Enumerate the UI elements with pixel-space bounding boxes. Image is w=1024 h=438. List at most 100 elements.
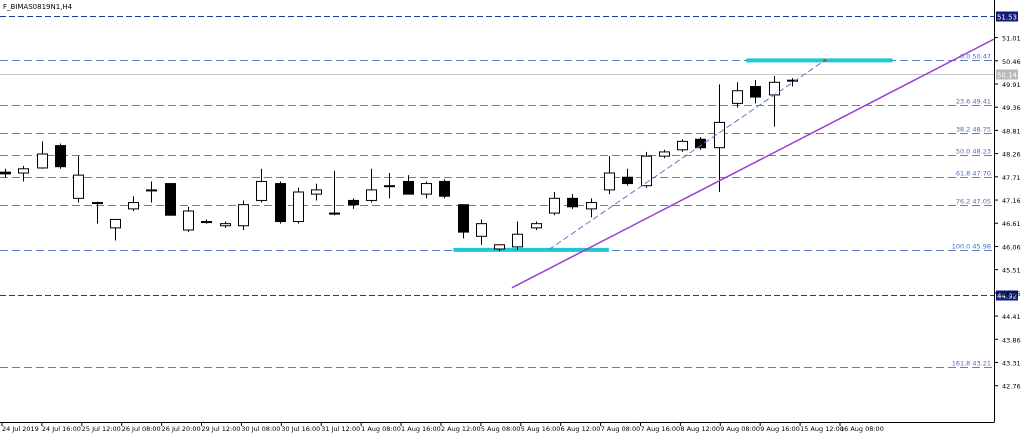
candle bbox=[220, 221, 231, 228]
candle bbox=[110, 218, 121, 241]
candle bbox=[311, 183, 322, 201]
candle bbox=[348, 198, 359, 209]
time-tick-label: 9 Aug 16:00 bbox=[760, 425, 800, 433]
time-tick-label: 5 Aug 08:00 bbox=[481, 425, 521, 433]
candle bbox=[622, 168, 633, 186]
candle-body-bull bbox=[201, 221, 212, 224]
candles bbox=[0, 75, 798, 252]
candle bbox=[238, 200, 249, 230]
symbol-title: F_BIMAS0819N1,H4 bbox=[3, 3, 73, 11]
candle bbox=[384, 173, 395, 199]
candle bbox=[695, 137, 706, 150]
candle bbox=[92, 201, 103, 224]
candle-body-bull bbox=[92, 202, 103, 205]
key-level-price-tag bbox=[996, 11, 1018, 22]
fib-connector-line bbox=[548, 59, 826, 251]
candle-body-bull bbox=[714, 121, 725, 149]
candle-body-bull bbox=[384, 185, 395, 188]
candle-body-bull bbox=[18, 168, 29, 174]
candle bbox=[55, 143, 66, 169]
fib-level-label: 100.0 45.98 bbox=[952, 243, 991, 251]
candle-body-bull bbox=[421, 183, 432, 195]
time-tick-label: 30 Jul 08:00 bbox=[241, 425, 280, 433]
candle bbox=[549, 192, 560, 216]
fib-level-label: 61.8 47.70 bbox=[956, 170, 991, 178]
candle bbox=[37, 141, 48, 169]
candle bbox=[275, 181, 286, 224]
drawings bbox=[511, 38, 995, 289]
price-tick-label: 45.51 bbox=[1002, 267, 1021, 275]
time-tick-label: 1 Aug 16:00 bbox=[401, 425, 441, 433]
fib-level-label: 76.2 47.05 bbox=[956, 198, 991, 206]
fib-level-label: 38.2 48.75 bbox=[956, 126, 991, 134]
candle-body-bull bbox=[329, 212, 340, 215]
candle-body-bull bbox=[146, 189, 157, 192]
candle-body-bear bbox=[165, 183, 176, 216]
price-tick-label: 47.71 bbox=[1002, 174, 1021, 182]
candle-body-bull bbox=[494, 244, 505, 250]
support-resistance-zones bbox=[453, 58, 893, 252]
candle bbox=[476, 219, 487, 245]
candle bbox=[256, 168, 267, 203]
candle bbox=[512, 221, 523, 250]
candle-body-bull bbox=[604, 172, 615, 191]
candle-body-bear bbox=[695, 138, 706, 149]
candle bbox=[787, 78, 798, 87]
time-tick-label: 29 Jul 12:00 bbox=[202, 425, 241, 433]
candle bbox=[567, 194, 578, 209]
candle bbox=[732, 82, 743, 108]
candle bbox=[146, 181, 157, 203]
candle-body-bear bbox=[439, 180, 450, 197]
fib-level-label: 50.0 48.23 bbox=[956, 148, 991, 156]
candle bbox=[128, 196, 139, 211]
price-tick-label: 50.46 bbox=[1002, 58, 1021, 66]
time-tick-label: 24 Jul 16:00 bbox=[42, 425, 81, 433]
time-tick-label: 26 Jul 20:00 bbox=[162, 425, 201, 433]
price-tick-label: 49.91 bbox=[1002, 81, 1021, 89]
time-tick-label: 2 Aug 12:00 bbox=[441, 425, 481, 433]
plot-area bbox=[0, 0, 994, 422]
key-level-price-tag bbox=[996, 290, 1018, 301]
candle bbox=[421, 181, 432, 199]
candle-body-bull bbox=[293, 191, 304, 223]
time-tick-label: 26 Jul 08:00 bbox=[122, 425, 161, 433]
price-tick-label: 44.96 bbox=[1002, 290, 1021, 298]
candle-body-bear bbox=[403, 180, 414, 195]
candle-body-bull bbox=[659, 151, 670, 157]
price-tick-label: 46.06 bbox=[1002, 243, 1021, 251]
price-tick-label: 51.01 bbox=[1002, 35, 1021, 43]
current-price-label: 50.14 bbox=[997, 72, 1018, 80]
candle-body-bull bbox=[110, 218, 121, 229]
price-tick-label: 49.36 bbox=[1002, 104, 1021, 112]
candle bbox=[403, 175, 414, 195]
time-tick-label: 30 Jul 16:00 bbox=[281, 425, 320, 433]
time-axis: 24 Jul 2019 24 Jul 16:00 25 Jul 12:00 26 Ju… bbox=[1, 422, 884, 433]
candle-body-bear bbox=[622, 176, 633, 185]
candle-body-bull bbox=[769, 81, 780, 96]
candle bbox=[439, 179, 450, 199]
price-tick-label: 44.41 bbox=[1002, 313, 1021, 321]
candle bbox=[659, 149, 670, 159]
candle-body-bull bbox=[238, 204, 249, 227]
current-price-tag bbox=[996, 69, 1018, 80]
candle bbox=[165, 183, 176, 216]
time-tick-label: 7 Aug 08:00 bbox=[601, 425, 641, 433]
fib-anchor-point bbox=[823, 58, 827, 62]
time-tick-label: 31 Jul 12:00 bbox=[321, 425, 360, 433]
fib-level-label: 161.8 43.21 bbox=[952, 360, 991, 368]
time-tick-label: 15 Aug 12:00 bbox=[800, 425, 844, 433]
time-tick-label: 24 Jul 2019 bbox=[2, 425, 39, 433]
candle bbox=[201, 219, 212, 224]
candle-body-bear bbox=[348, 199, 359, 206]
price-tick-label: 43.86 bbox=[1002, 336, 1021, 344]
fib-level-label: 23.6 49.41 bbox=[956, 98, 991, 106]
candle bbox=[329, 170, 340, 216]
fib-level-label: 0.0 50.47 bbox=[960, 53, 991, 61]
candle-body-bull bbox=[37, 153, 48, 169]
candle-body-bear bbox=[750, 86, 761, 98]
time-tick-label: 9 Aug 08:00 bbox=[720, 425, 760, 433]
candle-body-bull bbox=[73, 174, 84, 199]
candle bbox=[531, 221, 542, 230]
